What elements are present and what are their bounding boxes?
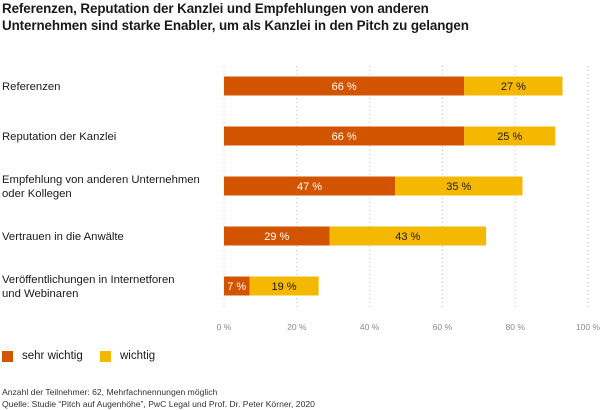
category-label-3-0: Vertrauen in die Anwälte (2, 231, 124, 243)
category-label-1-0: Reputation der Kanzlei (2, 131, 116, 143)
bar-sehr-wichtig-0 (224, 76, 465, 96)
participants-note: Anzahl der Teilnehmer: 62, Mehrfachnennu… (2, 387, 218, 397)
bar-wichtig-1 (464, 126, 556, 146)
bar-sehr-wichtig-4 (224, 276, 250, 296)
stacked-bar-chart: 0 % 20 % 40 % 60 % 80 % 100 % Referenzen Reputa… (2, 66, 600, 332)
data-label-wichtig-1: 25 % (497, 131, 522, 143)
x-tick-label-60: 60 % (433, 322, 453, 332)
legend-label-sehr-wichtig: sehr wichtig (22, 350, 83, 362)
bar-sehr-wichtig-2 (224, 176, 396, 196)
legend-item-sehr-wichtig: sehr wichtig (2, 350, 83, 362)
bar-wichtig-0 (464, 76, 563, 96)
bar-wichtig-3 (329, 226, 487, 246)
bar-wichtig-2 (395, 176, 523, 196)
data-label-sehr-wichtig-3: 29 % (264, 231, 289, 243)
data-label-sehr-wichtig-4: 7 % (227, 281, 246, 293)
category-label-4-0: Veröffentlichungen in Internetforen (2, 274, 175, 286)
x-tick-label-40: 40 % (360, 322, 380, 332)
legend-label-wichtig: wichtig (120, 350, 156, 362)
chart-title-line-1: Referenzen, Reputation der Kanzlei und E… (2, 1, 429, 16)
category-label-4-1: und Webinaren (2, 288, 78, 300)
footnotes: Anzahl der Teilnehmer: 62, Mehrfachnennu… (2, 386, 315, 410)
category-label-0-0: Referenzen (2, 81, 60, 93)
data-label-wichtig-2: 35 % (446, 181, 471, 193)
bar-sehr-wichtig-1 (224, 126, 465, 146)
data-label-sehr-wichtig-2: 47 % (297, 181, 322, 193)
x-tick-label-80: 80 % (506, 322, 526, 332)
legend-swatch-wichtig (100, 350, 111, 362)
data-label-wichtig-3: 43 % (395, 231, 420, 243)
data-label-sehr-wichtig-1: 66 % (332, 131, 357, 143)
legend-item-wichtig: wichtig (100, 350, 155, 362)
source-note: Quelle: Studie “Pitch auf Augenhöhe”, Pw… (2, 399, 315, 409)
chart-title-line-2: Unternehmen sind starke Enabler, um als … (2, 18, 469, 33)
data-label-wichtig-0: 27 % (501, 81, 526, 93)
chart-title: Referenzen, Reputation der Kanzlei und E… (2, 0, 598, 34)
bar-wichtig-4 (249, 276, 319, 296)
x-tick-label-20: 20 % (287, 322, 307, 332)
legend-swatch-sehr-wichtig (2, 350, 13, 362)
data-label-wichtig-4: 19 % (272, 281, 297, 293)
x-tick-label-0: 0 % (217, 322, 232, 332)
x-tick-label-100: 100 % (576, 322, 600, 332)
category-label-2-1: oder Kollegen (2, 188, 72, 200)
category-label-2-0: Empfehlung von anderen Unternehmen (2, 174, 200, 186)
data-label-sehr-wichtig-0: 66 % (332, 81, 357, 93)
bar-sehr-wichtig-3 (224, 226, 330, 246)
